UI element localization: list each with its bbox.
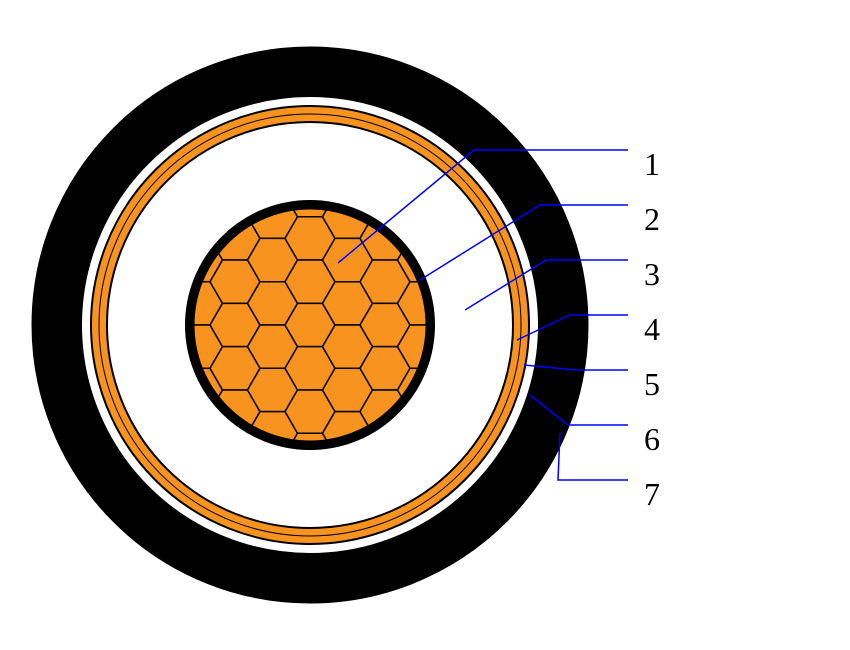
callout-label-4: 4 (644, 311, 660, 348)
callout-label-3: 3 (644, 256, 660, 293)
callout-label-2: 2 (644, 201, 660, 238)
callout-label-7: 7 (644, 476, 660, 513)
cable-cross-section-diagram (0, 0, 850, 650)
callout-label-5: 5 (644, 366, 660, 403)
callout-label-6: 6 (644, 421, 660, 458)
callout-label-1: 1 (644, 146, 660, 183)
